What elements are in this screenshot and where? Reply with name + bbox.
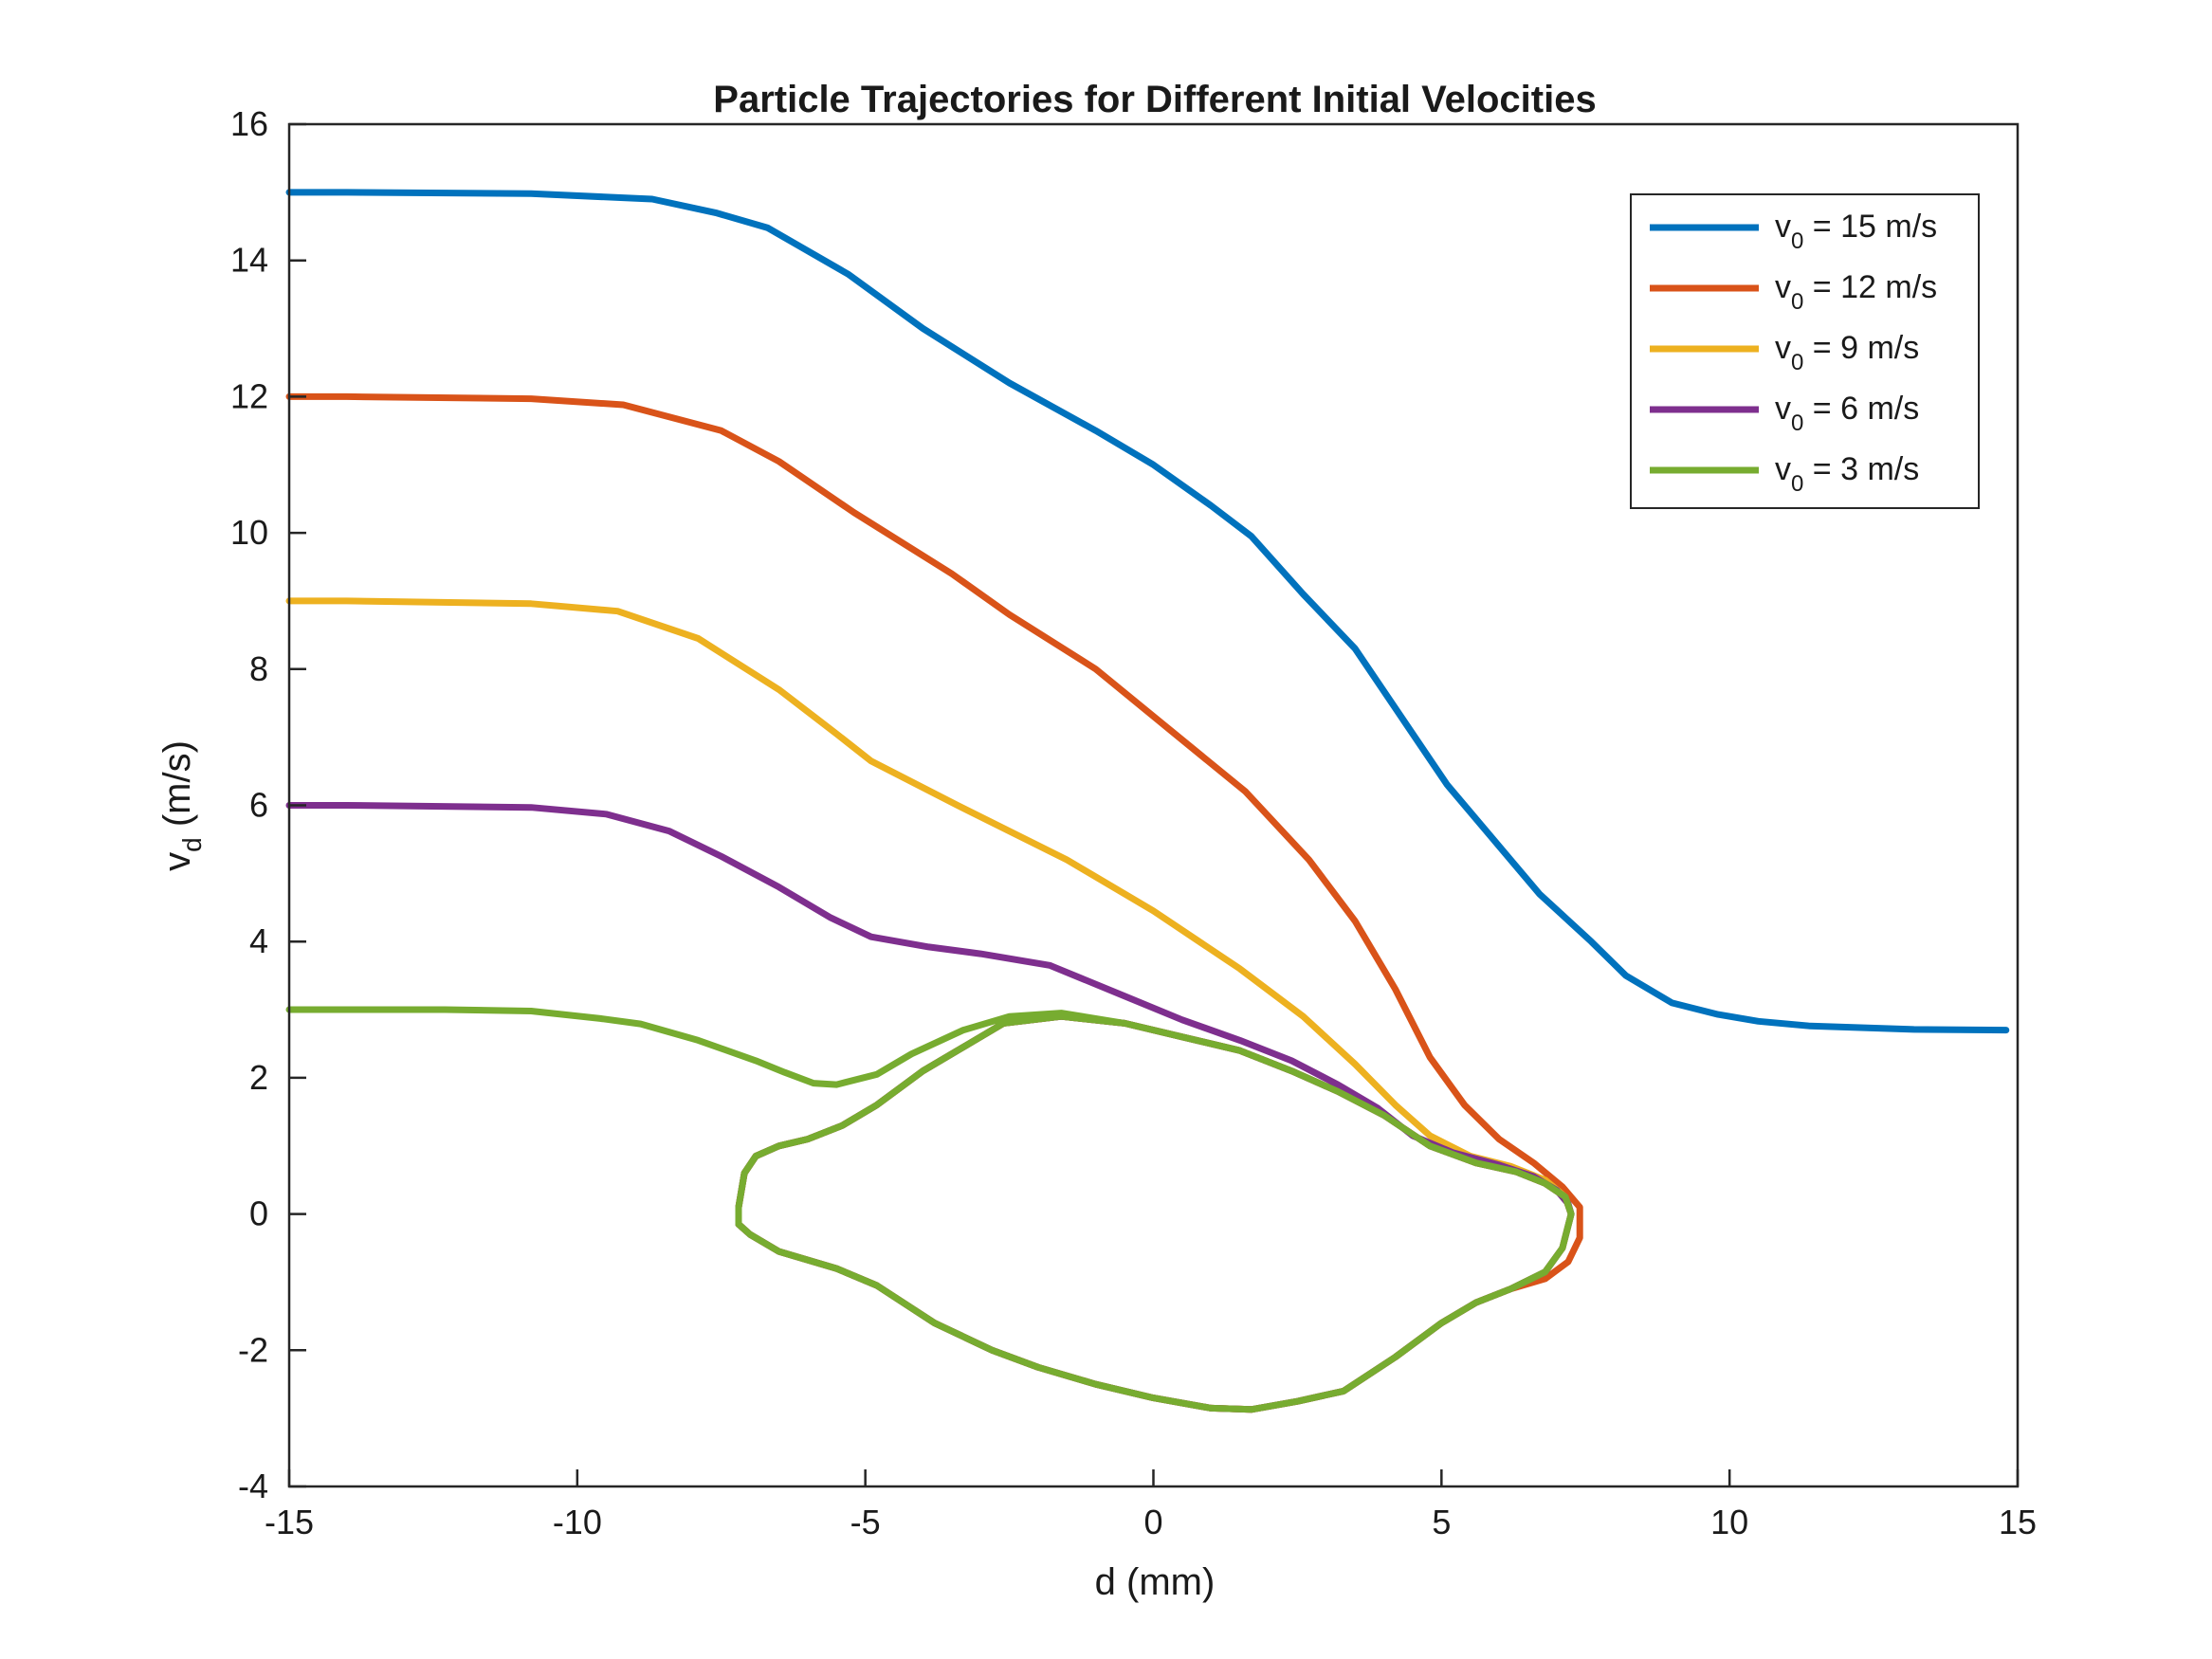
x-tick-label: -5 — [850, 1503, 881, 1541]
legend-entry-subscript: 0 — [1791, 471, 1803, 497]
series-line-3-mps — [285, 1006, 1575, 1413]
legend-entry-value: = 12 m/s — [1803, 269, 1937, 305]
legend-entry-main: v — [1775, 330, 1791, 366]
legend-entry-main: v — [1775, 269, 1791, 305]
y-axis-label-subscript: d — [177, 837, 207, 852]
y-tick-label: 14 — [230, 241, 268, 280]
legend-entry-subscript: 0 — [1791, 350, 1803, 375]
y-tick-label: -2 — [238, 1330, 268, 1369]
legend-entry-value: = 6 m/s — [1803, 391, 1919, 427]
legend-entry: v0 = 6 m/s — [1775, 391, 1919, 436]
y-axis-label-main: v — [156, 852, 198, 871]
y-axis-label: vd (m/s) — [156, 740, 207, 871]
legend-entry-subscript: 0 — [1791, 410, 1803, 436]
x-axis-label: d (mm) — [1095, 1561, 1216, 1603]
y-axis-ticks: -4 -2 0 2 4 6 8 10 12 14 16 — [230, 104, 306, 1505]
y-tick-label: -4 — [238, 1467, 268, 1505]
series-layer — [285, 189, 2010, 1413]
y-tick-label: 6 — [249, 786, 268, 825]
legend-entry-main: v — [1775, 391, 1791, 427]
legend-entry-subscript: 0 — [1791, 228, 1803, 254]
legend-items: v0 = 15 m/sv0 = 12 m/sv0 = 9 m/sv0 = 6 m… — [1650, 209, 1937, 497]
series-line-12-mps — [285, 392, 1583, 1413]
legend-entry-main: v — [1775, 451, 1791, 487]
legend-entry: v0 = 15 m/s — [1775, 209, 1937, 254]
y-tick-label: 4 — [249, 921, 268, 960]
y-tick-label: 12 — [230, 376, 268, 415]
chart-title: Particle Trajectories for Different Init… — [713, 79, 1596, 120]
x-tick-label: 0 — [1143, 1503, 1162, 1541]
legend-entry-value: = 3 m/s — [1803, 451, 1919, 487]
x-tick-label: 10 — [1710, 1503, 1748, 1541]
legend-entry-value: = 9 m/s — [1803, 330, 1919, 366]
x-tick-label: 5 — [1432, 1503, 1451, 1541]
x-tick-label: -15 — [265, 1503, 314, 1541]
legend-entry: v0 = 9 m/s — [1775, 330, 1919, 375]
x-axis-ticks: -15 -10 -5 0 5 10 15 — [265, 1469, 2037, 1541]
y-axis-label-unit: (m/s) — [156, 740, 198, 837]
legend: v0 = 15 m/sv0 = 12 m/sv0 = 9 m/sv0 = 6 m… — [1630, 193, 1980, 509]
legend-entry-subscript: 0 — [1791, 289, 1803, 315]
y-tick-label: 0 — [249, 1194, 268, 1233]
y-tick-label: 2 — [249, 1058, 268, 1097]
legend-entry-value: = 15 m/s — [1803, 209, 1937, 245]
legend-entry-main: v — [1775, 209, 1791, 245]
x-tick-label: 15 — [1999, 1503, 2037, 1541]
series-line-9-mps — [285, 597, 1575, 1413]
y-tick-label: 10 — [230, 513, 268, 552]
legend-entry: v0 = 3 m/s — [1775, 451, 1919, 497]
x-tick-label: -10 — [553, 1503, 602, 1541]
y-tick-label: 16 — [230, 104, 268, 143]
legend-entry: v0 = 12 m/s — [1775, 269, 1937, 315]
series-line-15-mps — [285, 189, 2010, 1034]
y-tick-label: 8 — [249, 649, 268, 688]
